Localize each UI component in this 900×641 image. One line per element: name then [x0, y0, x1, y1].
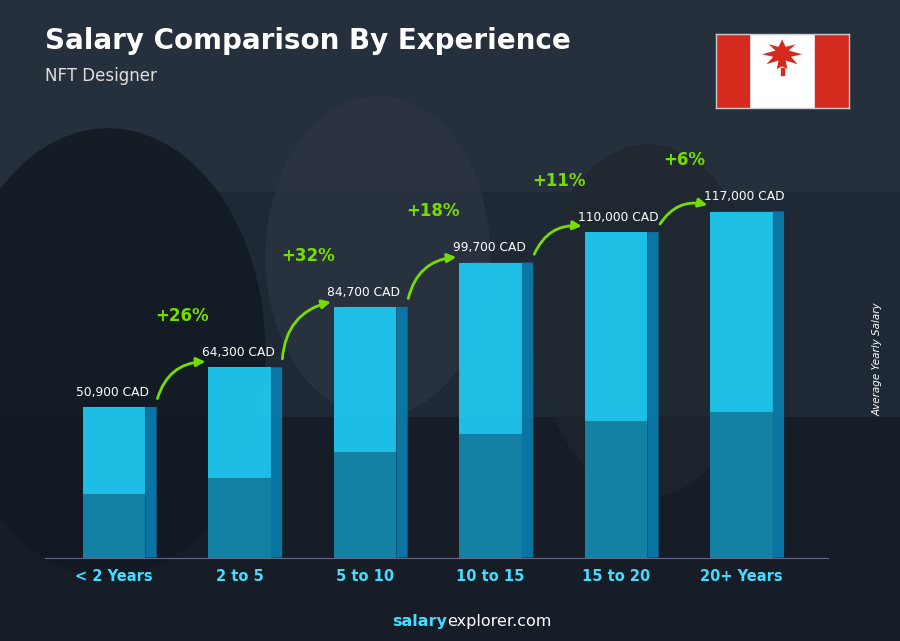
- Polygon shape: [647, 232, 659, 558]
- Polygon shape: [83, 494, 146, 558]
- Polygon shape: [459, 263, 522, 558]
- Bar: [780, 68, 784, 75]
- Polygon shape: [459, 434, 522, 558]
- Text: 117,000 CAD: 117,000 CAD: [704, 190, 785, 203]
- Text: salary: salary: [392, 615, 447, 629]
- Polygon shape: [522, 263, 533, 558]
- Polygon shape: [208, 367, 271, 558]
- Polygon shape: [773, 212, 784, 558]
- Polygon shape: [334, 453, 396, 558]
- Ellipse shape: [536, 144, 760, 497]
- Ellipse shape: [0, 128, 266, 577]
- Polygon shape: [146, 407, 157, 558]
- Polygon shape: [334, 307, 396, 558]
- Polygon shape: [271, 367, 283, 558]
- Text: 84,700 CAD: 84,700 CAD: [328, 286, 400, 299]
- Polygon shape: [762, 40, 802, 69]
- Text: +26%: +26%: [156, 307, 209, 325]
- Bar: [815, 34, 849, 108]
- Ellipse shape: [266, 96, 491, 417]
- Text: explorer.com: explorer.com: [447, 615, 552, 629]
- Bar: [0, 417, 900, 641]
- Bar: [0, 192, 900, 417]
- Polygon shape: [710, 212, 773, 558]
- Text: 50,900 CAD: 50,900 CAD: [76, 386, 149, 399]
- Polygon shape: [208, 478, 271, 558]
- Polygon shape: [585, 421, 647, 558]
- Polygon shape: [83, 407, 146, 558]
- Bar: [0, 0, 900, 192]
- Text: 99,700 CAD: 99,700 CAD: [453, 241, 526, 254]
- Text: +18%: +18%: [407, 203, 460, 221]
- Text: +11%: +11%: [532, 172, 586, 190]
- Text: Average Yearly Salary: Average Yearly Salary: [872, 302, 883, 416]
- Polygon shape: [396, 307, 408, 558]
- Text: Salary Comparison By Experience: Salary Comparison By Experience: [45, 27, 571, 55]
- Text: 64,300 CAD: 64,300 CAD: [202, 346, 274, 359]
- Polygon shape: [585, 232, 647, 558]
- Text: +6%: +6%: [663, 151, 706, 169]
- Polygon shape: [710, 412, 773, 558]
- Text: 110,000 CAD: 110,000 CAD: [579, 211, 659, 224]
- Text: +32%: +32%: [281, 247, 335, 265]
- Bar: [716, 34, 749, 108]
- Text: NFT Designer: NFT Designer: [45, 67, 157, 85]
